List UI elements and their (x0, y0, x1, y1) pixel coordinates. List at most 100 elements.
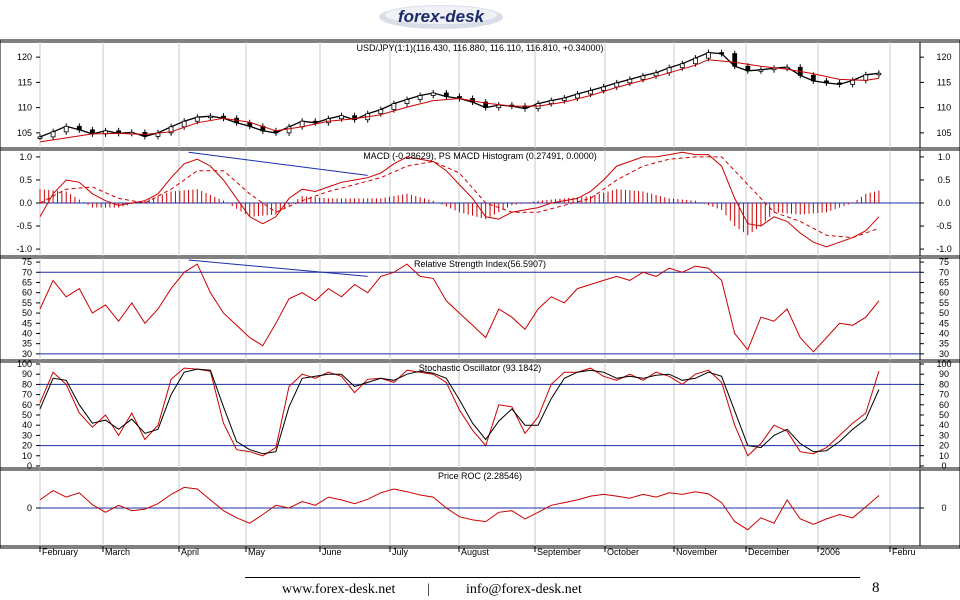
candle-body (732, 53, 738, 67)
y-tick-label: 100 (936, 359, 951, 369)
candle-body (50, 131, 56, 138)
x-tick-label: Febru (892, 547, 916, 557)
panel-title: Relative Strength Index(56.5907) (414, 259, 546, 269)
candle-body (299, 120, 305, 128)
candle-body (496, 104, 502, 109)
logo-text: forex-desk (398, 7, 486, 26)
x-tick-label: May (248, 547, 266, 557)
y-tick-label: 105 (936, 128, 951, 138)
roc-panel (0, 469, 960, 547)
candle-body (561, 97, 567, 101)
candle-body (378, 109, 384, 115)
x-tick-label: February (42, 547, 79, 557)
x-tick-label: July (392, 547, 409, 557)
y-tick-label: 45 (939, 318, 949, 328)
candle-body (640, 75, 646, 80)
y-tick-label: -0.5 (936, 221, 952, 231)
footer-rule (245, 577, 860, 578)
y-tick-label: 70 (22, 267, 32, 277)
y-tick-label: 120 (936, 52, 951, 62)
y-tick-label: 1.0 (938, 152, 951, 162)
y-tick-label: 20 (22, 441, 32, 451)
y-tick-label: 65 (939, 277, 949, 287)
y-tick-label: 60 (939, 400, 949, 410)
moving_average-line (39, 59, 879, 143)
y-tick-label: 40 (939, 420, 949, 430)
rsi-panel (0, 257, 960, 361)
y-tick-label: -1.0 (16, 244, 32, 254)
candle-body (745, 65, 751, 72)
candle-body (614, 82, 620, 88)
candle-body (207, 115, 213, 119)
y-tick-label: 110 (18, 103, 32, 113)
panel-title: USD/JPY(1:1)(116.430, 116.880, 116.110, … (356, 43, 603, 53)
candle-body (653, 72, 659, 77)
y-tick-label: 0.0 (19, 198, 32, 208)
y-tick-label: 115 (937, 77, 951, 87)
y-tick-label: 30 (22, 349, 32, 359)
y-tick-label: 60 (939, 288, 949, 298)
y-tick-label: 0.5 (19, 175, 32, 185)
y-tick-label: 0 (27, 503, 32, 513)
candle-body (483, 101, 489, 109)
x-tick-label: March (105, 547, 130, 557)
candle-body (194, 116, 200, 122)
candle-body (824, 80, 829, 84)
candle-body (601, 86, 607, 91)
y-tick-label: 35 (22, 339, 32, 349)
candle-body (548, 100, 554, 104)
y-tick-label: 55 (939, 298, 949, 308)
y-tick-label: 70 (939, 390, 949, 400)
footer-website[interactable]: www.forex-desk.net (282, 582, 396, 597)
footer-email[interactable]: info@forex-desk.net (466, 582, 582, 597)
y-tick-label: 30 (939, 349, 949, 359)
y-tick-label: 90 (22, 369, 32, 379)
candle-body (312, 120, 318, 124)
y-tick-label: 75 (22, 257, 32, 267)
y-tick-label: 60 (22, 400, 32, 410)
y-tick-label: 75 (939, 257, 949, 267)
page-number: 8 (872, 580, 880, 596)
candle-body (430, 92, 436, 96)
y-tick-label: 0 (941, 503, 946, 513)
candle-body (876, 72, 882, 76)
y-tick-label: 70 (939, 267, 949, 277)
y-tick-label: 60 (22, 288, 32, 298)
stochastic-panel (0, 361, 960, 469)
candle-body (784, 66, 790, 70)
y-tick-label: 50 (939, 410, 949, 420)
candle-body (168, 126, 174, 134)
y-tick-label: 0 (27, 461, 32, 471)
candle-body (404, 99, 410, 104)
x-tick-label: April (181, 547, 199, 557)
x-tick-label: December (748, 547, 790, 557)
y-tick-label: 50 (22, 410, 32, 420)
candle-body (575, 93, 580, 99)
candle-body (850, 79, 856, 85)
y-tick-label: 90 (939, 369, 949, 379)
y-tick-label: 115 (18, 77, 32, 87)
candle-body (339, 115, 344, 120)
x-tick-label: 2006 (820, 547, 840, 557)
y-tick-label: 0.0 (938, 198, 951, 208)
candle-body (771, 67, 777, 71)
y-tick-label: 0 (941, 461, 946, 471)
x-tick-label: October (607, 547, 639, 557)
trendline (188, 259, 368, 277)
candle-body (37, 136, 43, 139)
macd-panel (0, 149, 960, 257)
candle-body (76, 125, 82, 131)
y-tick-label: 100 (17, 359, 32, 369)
forex-desk-logo: forex-desk (378, 4, 504, 30)
panel-title: Price ROC (2.28546) (438, 471, 522, 481)
candle-body (679, 63, 685, 69)
candle-body (627, 78, 633, 84)
y-tick-label: 20 (939, 441, 949, 451)
y-tick-label: 80 (939, 379, 949, 389)
candle-body (810, 74, 816, 82)
x-tick-label: June (322, 547, 342, 557)
y-tick-label: 0.5 (938, 175, 951, 185)
roc-line (39, 486, 880, 531)
y-tick-label: 1.0 (19, 152, 32, 162)
y-tick-label: 35 (939, 339, 949, 349)
